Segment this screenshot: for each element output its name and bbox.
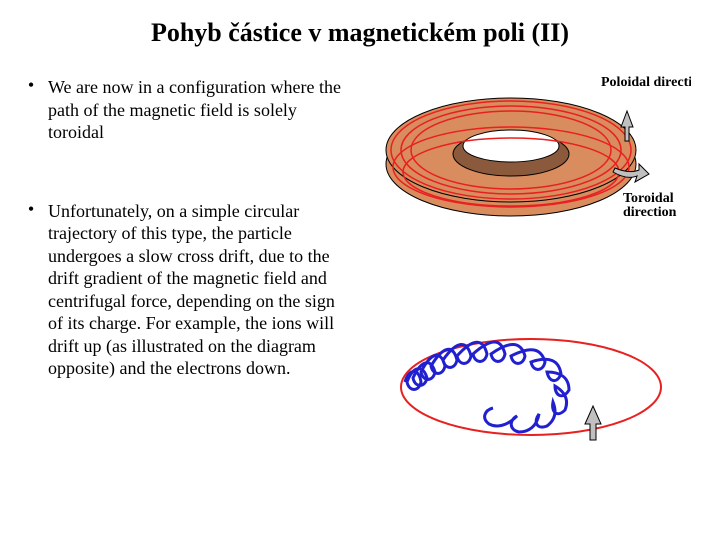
helix-path [405,342,569,432]
helix-figure [371,292,691,472]
bullet-text: Unfortunately, on a simple circular traj… [48,200,354,380]
drift-arrow-icon [585,406,601,440]
left-column: • We are now in a configuration where th… [24,72,354,472]
torus-hole-top [463,130,559,162]
poloidal-label: Poloidal direction [601,75,691,90]
toroidal-label-line1: Toroidal [623,191,674,206]
bullet-dot-icon: • [24,76,38,144]
bullet-text: We are now in a configuration where the … [48,76,354,144]
torus-figure: Poloidal direction Toroidal direction [371,72,691,252]
toroidal-label-line2: direction [623,205,677,220]
page-title: Pohyb částice v magnetickém poli (II) [24,18,696,48]
content-row: • We are now in a configuration where th… [24,72,696,472]
bullet-dot-icon: • [24,200,38,380]
slide: Pohyb částice v magnetickém poli (II) • … [0,0,720,540]
bullet-item: • We are now in a configuration where th… [24,76,354,144]
right-column: Poloidal direction Toroidal direction [366,72,696,472]
bullet-item: • Unfortunately, on a simple circular tr… [24,200,354,380]
